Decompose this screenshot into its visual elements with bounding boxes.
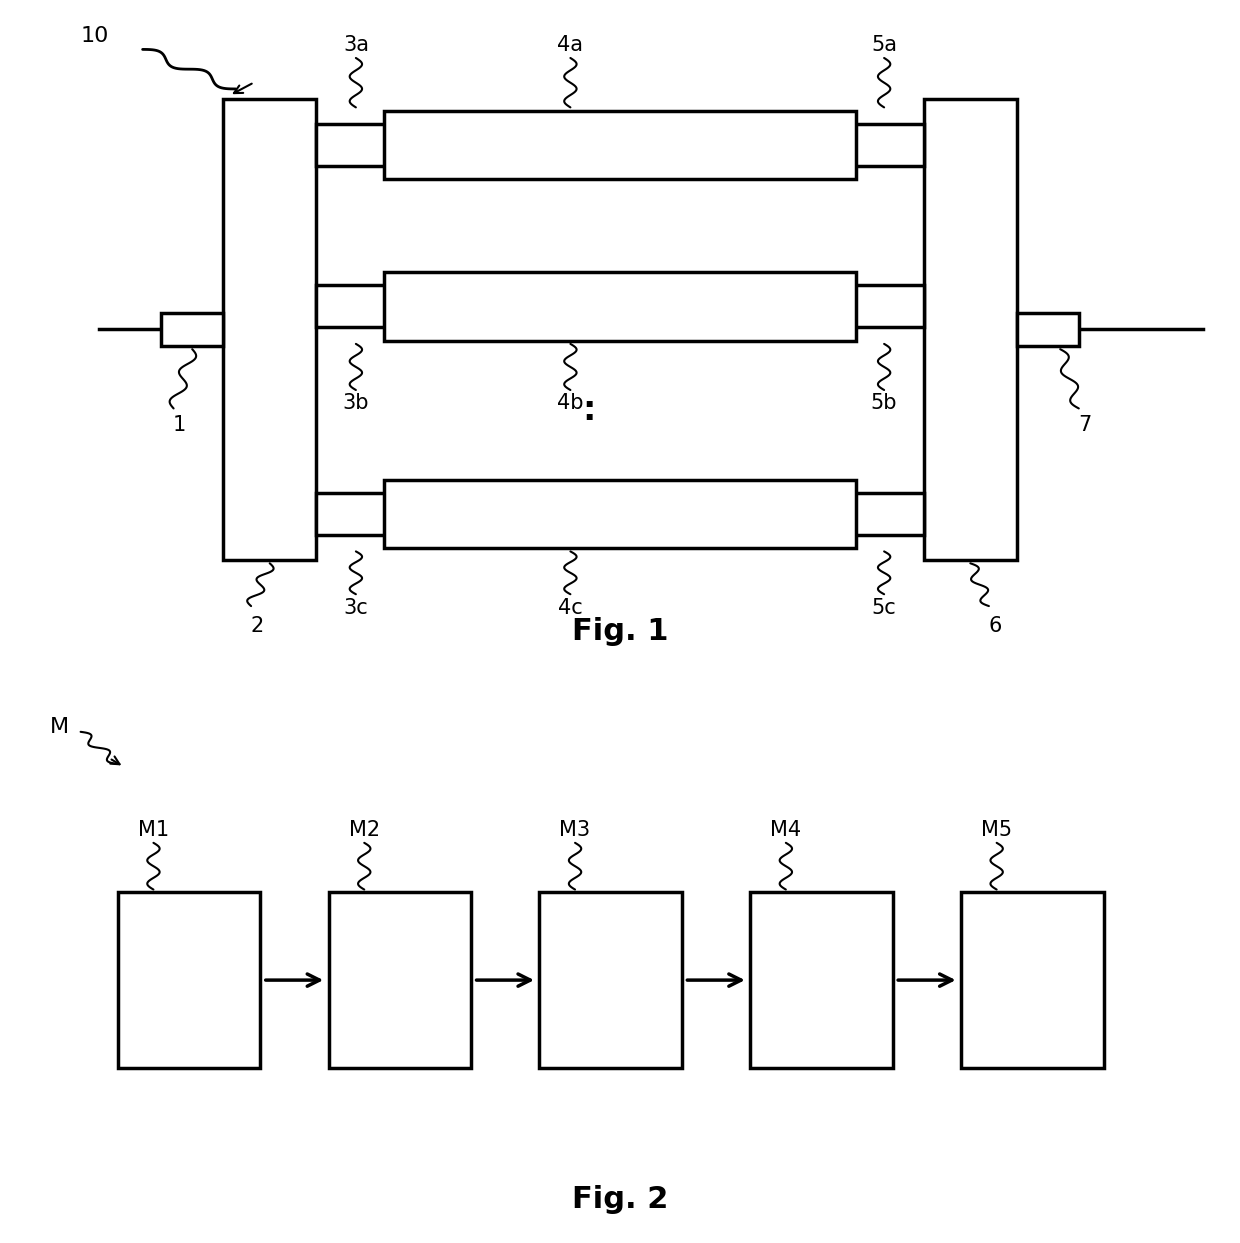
Text: M5: M5 <box>981 820 1012 840</box>
Text: 1: 1 <box>174 415 186 435</box>
Text: 4b: 4b <box>557 393 584 414</box>
Text: M1: M1 <box>138 820 169 840</box>
Text: 4c: 4c <box>558 598 583 618</box>
Text: 5b: 5b <box>870 393 898 414</box>
Bar <box>844 285 924 327</box>
Text: Fig. 1: Fig. 1 <box>572 617 668 645</box>
Text: 5a: 5a <box>872 35 897 55</box>
Bar <box>316 492 396 534</box>
Bar <box>961 892 1104 1068</box>
Bar <box>223 99 316 561</box>
Bar <box>750 892 893 1068</box>
Text: 3c: 3c <box>343 598 368 618</box>
Bar <box>384 272 856 341</box>
Bar <box>329 892 471 1068</box>
Text: 4a: 4a <box>558 35 583 55</box>
Bar <box>316 285 396 327</box>
Bar <box>539 892 682 1068</box>
Bar <box>161 313 223 346</box>
Text: 2: 2 <box>250 617 264 636</box>
Bar <box>384 480 856 548</box>
Text: :: : <box>583 394 595 426</box>
Text: 7: 7 <box>1079 415 1091 435</box>
Text: M3: M3 <box>559 820 590 840</box>
Bar <box>316 124 396 167</box>
Bar <box>924 99 1017 561</box>
Text: Fig. 2: Fig. 2 <box>572 1185 668 1213</box>
Text: 6: 6 <box>988 617 1002 636</box>
Text: M4: M4 <box>770 820 801 840</box>
Text: M2: M2 <box>348 820 379 840</box>
Bar <box>844 124 924 167</box>
Text: 10: 10 <box>81 26 109 46</box>
Text: 3b: 3b <box>342 393 370 414</box>
Bar <box>1017 313 1079 346</box>
Text: 3a: 3a <box>343 35 368 55</box>
Bar <box>384 111 856 179</box>
Text: M: M <box>50 717 68 737</box>
Bar <box>844 492 924 534</box>
Text: 5c: 5c <box>872 598 897 618</box>
Bar <box>118 892 260 1068</box>
